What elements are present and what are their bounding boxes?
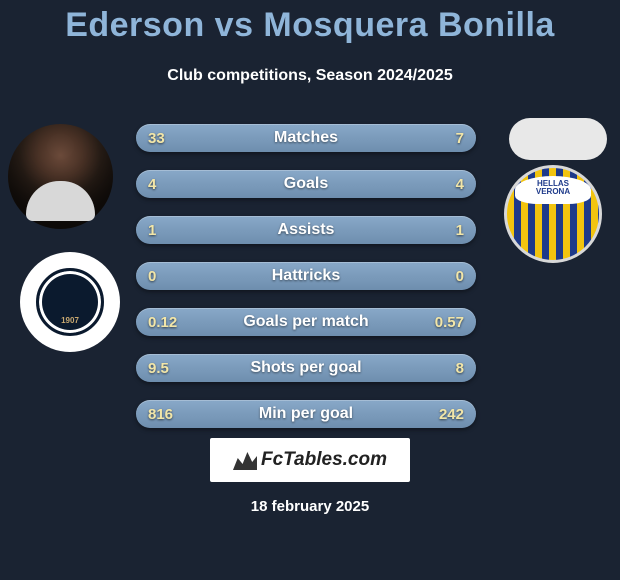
player-right-avatar <box>509 118 607 160</box>
stat-row-assists: 1 Assists 1 <box>136 216 476 244</box>
stats-container: 33 Matches 7 4 Goals 4 1 Assists 1 0 Hat… <box>136 124 476 446</box>
stat-right-value: 7 <box>426 130 464 147</box>
footer-brand-logo[interactable]: FcTables.com <box>210 438 410 482</box>
stat-left-value: 4 <box>148 176 186 193</box>
stat-row-min-per-goal: 816 Min per goal 242 <box>136 400 476 428</box>
player-left-club-badge <box>20 252 120 352</box>
stat-row-goals: 4 Goals 4 <box>136 170 476 198</box>
stat-right-value: 1 <box>426 222 464 239</box>
atalanta-badge-icon <box>36 268 104 336</box>
stat-left-value: 0 <box>148 268 186 285</box>
club-label-line2: VERONA <box>536 187 570 196</box>
stat-left-value: 0.12 <box>148 314 186 331</box>
footer-brand-text: FcTables.com <box>261 449 387 471</box>
stat-left-value: 1 <box>148 222 186 239</box>
fctables-chart-icon <box>233 450 257 470</box>
stat-label: Matches <box>274 129 338 147</box>
stat-label: Shots per goal <box>250 359 361 377</box>
stat-label: Goals <box>284 175 328 193</box>
stat-label: Assists <box>278 221 335 239</box>
comparison-title: Ederson vs Mosquera Bonilla <box>0 0 620 45</box>
comparison-subtitle: Club competitions, Season 2024/2025 <box>0 67 620 85</box>
stat-row-hattricks: 0 Hattricks 0 <box>136 262 476 290</box>
stat-left-value: 816 <box>148 406 186 423</box>
stat-left-value: 33 <box>148 130 186 147</box>
stat-row-matches: 33 Matches 7 <box>136 124 476 152</box>
footer-date: 18 february 2025 <box>0 498 620 515</box>
stat-right-value: 242 <box>426 406 464 423</box>
stat-right-value: 0.57 <box>426 314 464 331</box>
stat-right-value: 4 <box>426 176 464 193</box>
player-left-avatar <box>8 124 113 229</box>
hellas-verona-label: HELLAS VERONA <box>507 180 599 196</box>
player-right-club-badge: HELLAS VERONA <box>504 165 602 263</box>
stat-row-goals-per-match: 0.12 Goals per match 0.57 <box>136 308 476 336</box>
stat-label: Goals per match <box>243 313 368 331</box>
stat-row-shots-per-goal: 9.5 Shots per goal 8 <box>136 354 476 382</box>
stat-left-value: 9.5 <box>148 360 186 377</box>
stat-label: Min per goal <box>259 405 353 423</box>
stat-label: Hattricks <box>272 267 340 285</box>
stat-right-value: 0 <box>426 268 464 285</box>
stat-right-value: 8 <box>426 360 464 377</box>
